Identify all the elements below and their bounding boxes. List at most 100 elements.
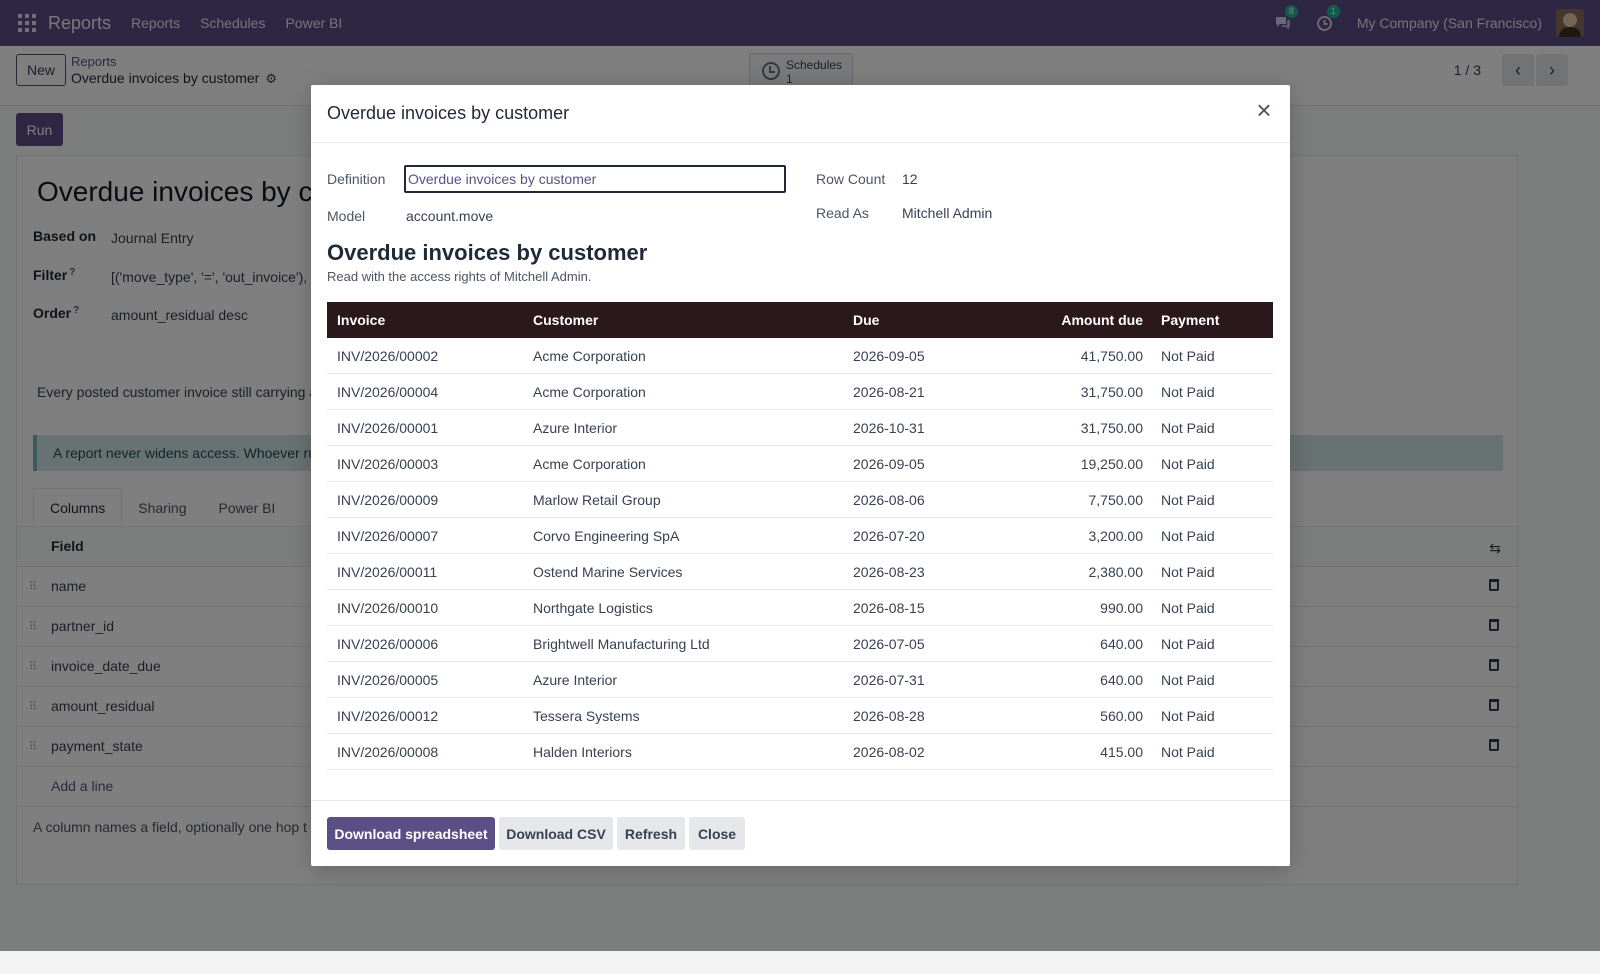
invoice-cell: INV/2026/00001 xyxy=(337,420,439,436)
payment-status-cell: Not Paid xyxy=(1161,456,1215,472)
download-spreadsheet-button[interactable]: Download spreadsheet xyxy=(327,817,495,850)
invoice-cell: INV/2026/00007 xyxy=(337,528,439,544)
customer-cell: Acme Corporation xyxy=(533,348,646,364)
read-as-label: Read As xyxy=(816,205,869,221)
customer-cell: Halden Interiors xyxy=(533,744,632,760)
due-date-cell: 2026-07-20 xyxy=(853,528,925,544)
refresh-button[interactable]: Refresh xyxy=(617,817,685,850)
due-date-cell: 2026-08-23 xyxy=(853,564,925,580)
customer-cell: Brightwell Manufacturing Ltd xyxy=(533,636,710,652)
due-date-cell: 2026-08-06 xyxy=(853,492,925,508)
model-value: account.move xyxy=(406,208,494,224)
due-date-cell: 2026-08-21 xyxy=(853,384,925,400)
column-header-customer: Customer xyxy=(533,312,599,328)
column-header-invoice: Invoice xyxy=(337,312,386,328)
table-row: INV/2026/00005 Azure Interior 2026-07-31 64… xyxy=(327,662,1273,698)
table-row: INV/2026/00008 Halden Interiors 2026-08-02… xyxy=(327,734,1273,770)
column-header-amount-due: Amount due xyxy=(1061,312,1143,328)
table-row: INV/2026/00009 Marlow Retail Group 2026-08… xyxy=(327,482,1273,518)
payment-status-cell: Not Paid xyxy=(1161,564,1215,580)
due-date-cell: 2026-10-31 xyxy=(853,420,925,436)
customer-cell: Marlow Retail Group xyxy=(533,492,661,508)
payment-status-cell: Not Paid xyxy=(1161,672,1215,688)
amount-due-cell: 640.00 xyxy=(1100,672,1143,688)
invoice-cell: INV/2026/00005 xyxy=(337,672,439,688)
customer-cell: Tessera Systems xyxy=(533,708,640,724)
table-row: INV/2026/00011 Ostend Marine Services 2026… xyxy=(327,554,1273,590)
due-date-cell: 2026-08-02 xyxy=(853,744,925,760)
due-date-cell: 2026-09-05 xyxy=(853,348,925,364)
amount-due-cell: 990.00 xyxy=(1100,600,1143,616)
payment-status-cell: Not Paid xyxy=(1161,528,1215,544)
invoice-cell: INV/2026/00012 xyxy=(337,708,439,724)
invoice-cell: INV/2026/00009 xyxy=(337,492,439,508)
model-label: Model xyxy=(327,208,366,224)
close-button[interactable]: Close xyxy=(689,817,745,850)
amount-due-cell: 3,200.00 xyxy=(1088,528,1144,544)
report-preview-dialog: Overdue invoices by customer × Definitio… xyxy=(311,85,1290,866)
row-count-label: Row Count xyxy=(816,171,886,187)
due-date-cell: 2026-07-05 xyxy=(853,636,925,652)
customer-cell: Acme Corporation xyxy=(533,384,646,400)
invoice-cell: INV/2026/00008 xyxy=(337,744,439,760)
due-date-cell: 2026-09-05 xyxy=(853,456,925,472)
table-row: INV/2026/00001 Azure Interior 2026-10-31 31… xyxy=(327,410,1273,446)
customer-cell: Azure Interior xyxy=(533,672,618,688)
dialog-header: Overdue invoices by customer × xyxy=(311,85,1290,143)
customer-cell: Azure Interior xyxy=(533,420,618,436)
dialog-title: Overdue invoices by customer xyxy=(327,103,570,123)
table-row: INV/2026/00006 Brightwell Manufacturing L… xyxy=(327,626,1273,662)
table-body: INV/2026/00002 Acme Corporation 2026-09-05… xyxy=(327,338,1273,770)
amount-due-cell: 41,750.00 xyxy=(1080,348,1143,364)
amount-due-cell: 7,750.00 xyxy=(1088,492,1144,508)
column-header-due: Due xyxy=(853,312,880,328)
due-date-cell: 2026-08-15 xyxy=(853,600,925,616)
table-row: INV/2026/00004 Acme Corporation 2026-08-21… xyxy=(327,374,1273,410)
dialog-footer: Download spreadsheet Download CSV Refres… xyxy=(311,800,1290,866)
amount-due-cell: 31,750.00 xyxy=(1080,384,1143,400)
payment-status-cell: Not Paid xyxy=(1161,492,1215,508)
customer-cell: Northgate Logistics xyxy=(533,600,653,616)
definition-field[interactable] xyxy=(404,165,786,193)
results-table: Invoice Customer Due Amount due Payment … xyxy=(327,302,1273,770)
download-csv-button[interactable]: Download CSV xyxy=(499,817,613,850)
report-heading: Overdue invoices by customer xyxy=(327,240,648,265)
table-row: INV/2026/00007 Corvo Engineering SpA 2026-… xyxy=(327,518,1273,554)
due-date-cell: 2026-08-28 xyxy=(853,708,925,724)
table-row: INV/2026/00012 Tessera Systems 2026-08-28 5… xyxy=(327,698,1273,734)
report-subtitle: Read with the access rights of Mitchell … xyxy=(327,269,592,284)
invoice-cell: INV/2026/00011 xyxy=(337,564,438,580)
invoice-cell: INV/2026/00002 xyxy=(337,348,439,364)
amount-due-cell: 2,380.00 xyxy=(1088,564,1144,580)
invoice-cell: INV/2026/00003 xyxy=(337,456,439,472)
table-header: Invoice Customer Due Amount due Payment xyxy=(327,302,1273,338)
payment-status-cell: Not Paid xyxy=(1161,600,1215,616)
invoice-cell: INV/2026/00010 xyxy=(337,600,439,616)
table-row: INV/2026/00003 Acme Corporation 2026-09-05… xyxy=(327,446,1273,482)
table-row: INV/2026/00002 Acme Corporation 2026-09-05… xyxy=(327,338,1273,374)
table-row: INV/2026/00010 Northgate Logistics 2026-08… xyxy=(327,590,1273,626)
read-as-value: Mitchell Admin xyxy=(902,205,993,221)
customer-cell: Acme Corporation xyxy=(533,456,646,472)
payment-status-cell: Not Paid xyxy=(1161,384,1215,400)
payment-status-cell: Not Paid xyxy=(1161,420,1215,436)
payment-status-cell: Not Paid xyxy=(1161,708,1215,724)
amount-due-cell: 19,250.00 xyxy=(1080,456,1143,472)
amount-due-cell: 415.00 xyxy=(1100,744,1143,760)
payment-status-cell: Not Paid xyxy=(1161,636,1215,652)
due-date-cell: 2026-07-31 xyxy=(853,672,925,688)
payment-status-cell: Not Paid xyxy=(1161,348,1215,364)
customer-cell: Corvo Engineering SpA xyxy=(533,528,680,544)
amount-due-cell: 560.00 xyxy=(1100,708,1143,724)
row-count-value: 12 xyxy=(902,171,918,187)
invoice-cell: INV/2026/00004 xyxy=(337,384,439,400)
amount-due-cell: 640.00 xyxy=(1100,636,1143,652)
payment-status-cell: Not Paid xyxy=(1161,744,1215,760)
close-icon[interactable]: × xyxy=(1256,95,1272,125)
customer-cell: Ostend Marine Services xyxy=(533,564,683,580)
page-bottom-strip xyxy=(0,951,1600,974)
definition-label: Definition xyxy=(327,171,386,187)
invoice-cell: INV/2026/00006 xyxy=(337,636,439,652)
column-header-payment: Payment xyxy=(1161,312,1220,328)
amount-due-cell: 31,750.00 xyxy=(1080,420,1143,436)
